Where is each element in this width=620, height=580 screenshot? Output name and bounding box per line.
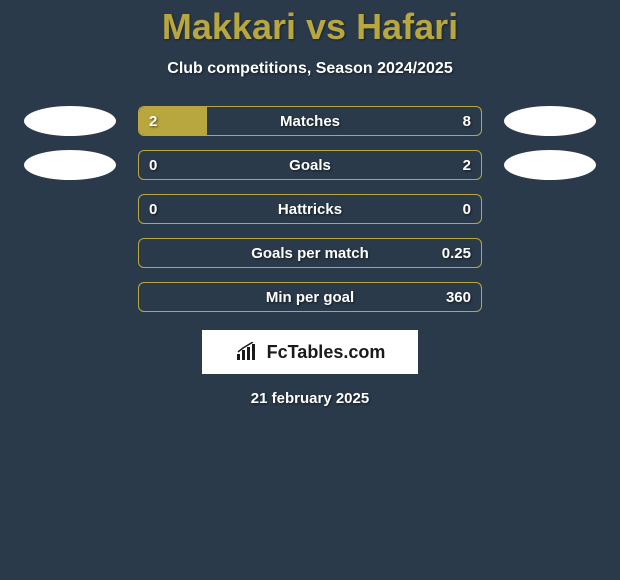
stats-rows: 2Matches80Goals20Hattricks0Goals per mat… xyxy=(0,106,620,312)
stat-bar: 2Matches8 xyxy=(138,106,482,136)
team1-badge xyxy=(24,150,116,180)
badge-spacer xyxy=(24,194,116,224)
vs-text: vs xyxy=(306,6,346,47)
stat-row: Goals per match0.25 xyxy=(0,238,620,268)
page-title: Makkari vs Hafari xyxy=(0,6,620,48)
stat-bar: Goals per match0.25 xyxy=(138,238,482,268)
stat-bar: 0Hattricks0 xyxy=(138,194,482,224)
stat-label: Matches xyxy=(139,107,481,135)
player1-name: Makkari xyxy=(162,6,296,47)
comparison-card: Makkari vs Hafari Club competitions, Sea… xyxy=(0,0,620,407)
stat-right-value: 360 xyxy=(446,283,471,311)
badge-spacer xyxy=(504,238,596,268)
bar-chart-icon xyxy=(235,342,261,362)
badge-spacer xyxy=(24,238,116,268)
date-text: 21 february 2025 xyxy=(0,390,620,407)
stat-bar: Min per goal360 xyxy=(138,282,482,312)
badge-spacer xyxy=(504,194,596,224)
stat-label: Min per goal xyxy=(139,283,481,311)
stat-label: Goals xyxy=(139,151,481,179)
branding-box[interactable]: FcTables.com xyxy=(202,330,418,374)
stat-label: Goals per match xyxy=(139,239,481,267)
player2-name: Hafari xyxy=(356,6,458,47)
stat-row: Min per goal360 xyxy=(0,282,620,312)
stat-right-value: 8 xyxy=(463,107,471,135)
stat-label: Hattricks xyxy=(139,195,481,223)
stat-right-value: 0.25 xyxy=(442,239,471,267)
stat-bar: 0Goals2 xyxy=(138,150,482,180)
stat-row: 0Goals2 xyxy=(0,150,620,180)
stat-right-value: 2 xyxy=(463,151,471,179)
team2-badge xyxy=(504,150,596,180)
subtitle: Club competitions, Season 2024/2025 xyxy=(0,60,620,78)
team1-badge xyxy=(24,106,116,136)
stat-right-value: 0 xyxy=(463,195,471,223)
team2-badge xyxy=(504,106,596,136)
stat-row: 0Hattricks0 xyxy=(0,194,620,224)
badge-spacer xyxy=(24,282,116,312)
stat-row: 2Matches8 xyxy=(0,106,620,136)
badge-spacer xyxy=(504,282,596,312)
branding-text: FcTables.com xyxy=(267,342,386,363)
